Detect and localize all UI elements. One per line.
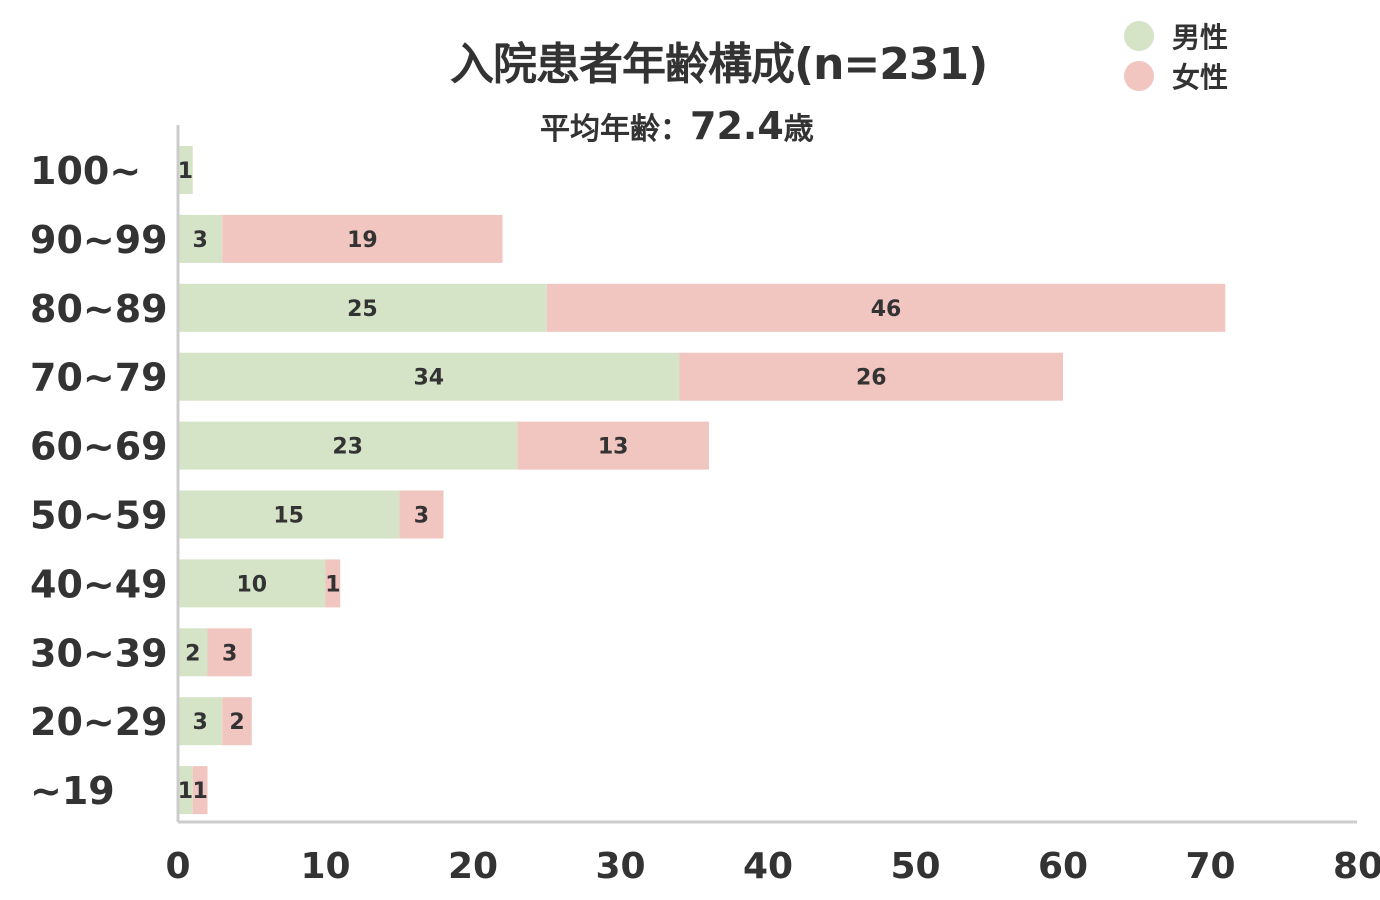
category-label: 90~99 xyxy=(30,218,168,262)
bar-segment-male xyxy=(178,628,208,677)
data-label: 10 xyxy=(236,572,267,597)
bar-segment-female xyxy=(679,352,1063,401)
x-tick-label: 30 xyxy=(595,846,645,887)
bar-segment-female xyxy=(517,421,709,470)
legend-label-female: 女性 xyxy=(1172,61,1229,94)
bar-segment-female xyxy=(546,283,1226,332)
data-label: 25 xyxy=(347,297,378,322)
bar-segment-female xyxy=(325,559,341,608)
data-label: 1 xyxy=(178,779,193,804)
bar-segment-female xyxy=(192,766,208,815)
bar-segment-male xyxy=(178,146,193,194)
data-label: 46 xyxy=(871,297,902,322)
category-label: 30~39 xyxy=(30,631,168,675)
bar-segment-male xyxy=(178,214,223,263)
data-label: 1 xyxy=(192,779,207,804)
x-tick-label: 50 xyxy=(890,846,940,887)
category-label: 20~29 xyxy=(30,700,168,744)
category-label: ~19 xyxy=(30,769,115,813)
data-label: 34 xyxy=(413,366,444,391)
bar-segment-female xyxy=(399,490,444,539)
legend: 男性 女性 xyxy=(1124,16,1228,96)
x-tick-label: 20 xyxy=(448,846,498,887)
bar-segment-male xyxy=(178,697,223,746)
data-label: 26 xyxy=(856,366,887,391)
data-label: 3 xyxy=(192,228,207,253)
bar-segment-male xyxy=(178,283,547,332)
data-label: 2 xyxy=(229,710,244,735)
data-label: 15 xyxy=(273,504,304,529)
legend-swatch-male xyxy=(1124,21,1154,51)
data-label: 23 xyxy=(332,435,363,460)
x-tick-label: 80 xyxy=(1333,846,1380,887)
bar-segment-female xyxy=(222,697,252,746)
data-label: 2 xyxy=(185,641,200,666)
chart-subtitle: 平均年齢：72.4歳 xyxy=(540,104,860,148)
subtitle-suffix: 歳 xyxy=(783,112,814,147)
data-label: 1 xyxy=(325,572,340,597)
bar-segment-female xyxy=(222,214,503,263)
bar-segment-male xyxy=(178,490,400,539)
legend-item-female: 女性 xyxy=(1124,56,1228,96)
data-label: 3 xyxy=(192,710,207,735)
x-tick-label: 0 xyxy=(165,846,190,887)
chart-title: 入院患者年齢構成(n=231) xyxy=(450,39,988,90)
category-label: 100~ xyxy=(30,149,141,193)
category-label: 80~89 xyxy=(30,287,168,331)
category-label: 40~49 xyxy=(30,562,168,606)
x-tick-label: 60 xyxy=(1038,846,1088,887)
subtitle-prefix: 平均年齢： xyxy=(540,112,690,147)
data-label: 19 xyxy=(347,228,378,253)
x-tick-label: 10 xyxy=(300,846,350,887)
category-label: 50~59 xyxy=(30,494,168,538)
legend-swatch-female xyxy=(1124,61,1154,91)
bar-segment-male xyxy=(178,766,193,815)
data-label: 1 xyxy=(178,159,193,184)
bar-segment-male xyxy=(178,352,680,401)
x-tick-label: 70 xyxy=(1185,846,1235,887)
bar-segment-male xyxy=(178,421,518,470)
bar-segment-male xyxy=(178,559,326,608)
category-label: 60~69 xyxy=(30,425,168,469)
bar-segment-female xyxy=(207,628,252,677)
category-label: 70~79 xyxy=(30,356,168,400)
data-label: 13 xyxy=(598,435,629,460)
average-age-value: 72.4 xyxy=(690,104,784,148)
data-label: 3 xyxy=(414,504,429,529)
legend-item-male: 男性 xyxy=(1124,16,1228,56)
legend-label-male: 男性 xyxy=(1172,21,1229,54)
data-label: 3 xyxy=(222,641,237,666)
x-tick-label: 40 xyxy=(743,846,793,887)
